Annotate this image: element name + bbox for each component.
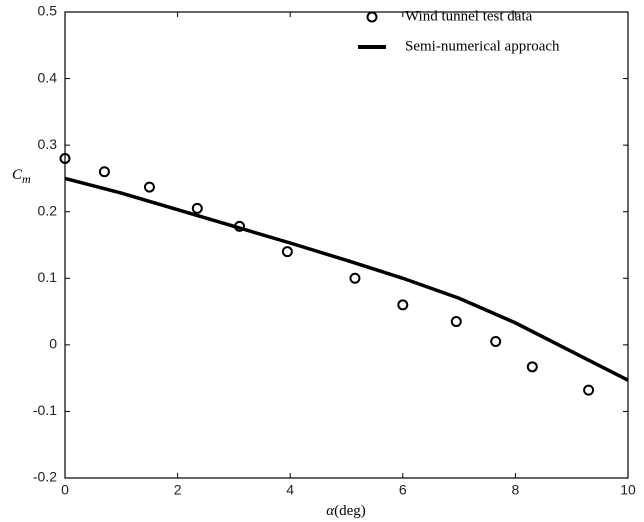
- y-tick-label: -0.1: [33, 402, 57, 418]
- data-point: [191, 202, 203, 214]
- y-tick-label: 0.1: [38, 269, 58, 285]
- y-tick-label: 0.4: [38, 69, 58, 85]
- y-axis-label: Cm: [12, 167, 31, 185]
- data-line: [64, 176, 629, 382]
- x-tick-label: 10: [620, 482, 636, 498]
- data-point: [526, 361, 538, 373]
- plot-frame: [64, 11, 629, 479]
- x-tick-label: 0: [61, 482, 69, 498]
- legend-marker: [366, 11, 378, 23]
- data-point: [59, 152, 71, 164]
- data-point: [583, 384, 595, 396]
- legend-label: Wind tunnel test data: [405, 8, 533, 24]
- x-axis-label: α(deg): [326, 503, 366, 519]
- data-point: [490, 336, 502, 348]
- y-tick-label: 0.2: [38, 202, 58, 218]
- data-point: [450, 316, 462, 328]
- y-tick-label: 0.3: [38, 136, 58, 152]
- data-point: [281, 246, 293, 258]
- x-tick-label: 2: [174, 482, 182, 498]
- legend-label: Semi-numerical approach: [405, 38, 560, 54]
- y-tick-label: 0.5: [38, 3, 58, 19]
- data-point: [397, 299, 409, 311]
- x-tick-label: 6: [399, 482, 407, 498]
- x-label-symbol: α: [326, 503, 335, 519]
- data-point: [98, 166, 110, 178]
- y-label-subscript: m: [22, 172, 31, 186]
- x-tick-label: 4: [286, 482, 294, 498]
- x-label-unit: (deg): [334, 503, 366, 519]
- y-tick-label: -0.2: [33, 469, 57, 485]
- y-tick-label: 0: [49, 336, 57, 352]
- y-label-symbol: C: [12, 167, 23, 183]
- data-point: [143, 181, 155, 193]
- x-tick-label: 8: [512, 482, 520, 498]
- data-point: [349, 272, 361, 284]
